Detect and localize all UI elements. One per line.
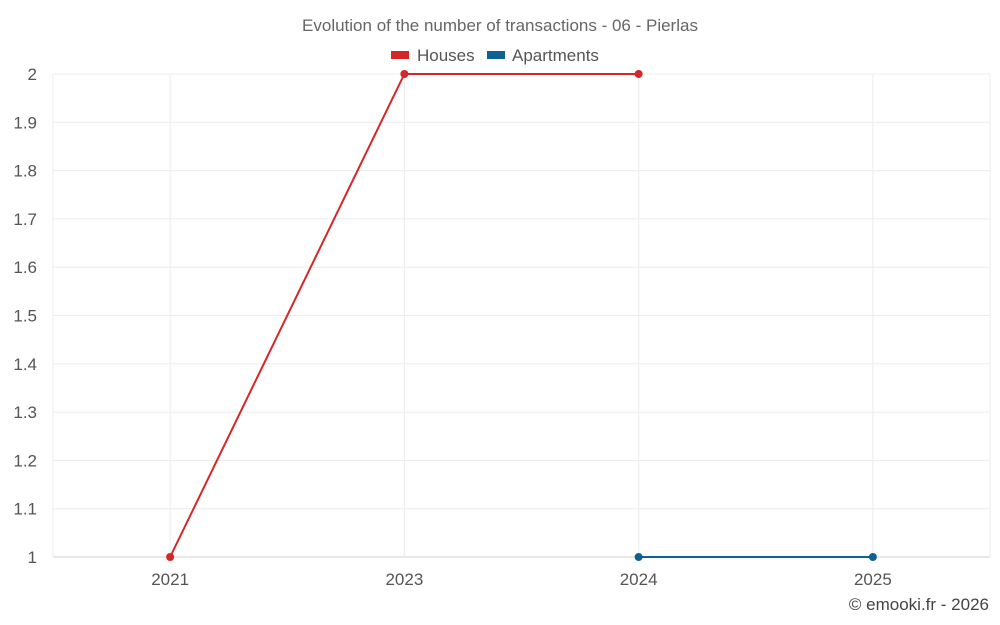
y-tick-label: 2 bbox=[28, 65, 37, 84]
y-tick-label: 1.6 bbox=[13, 258, 37, 277]
data-point-apartments bbox=[634, 553, 643, 561]
x-tick-label: 2024 bbox=[620, 570, 658, 589]
data-point-houses bbox=[166, 553, 175, 561]
legend-label-apartments: Apartments bbox=[512, 46, 599, 65]
series-layer bbox=[166, 70, 877, 561]
y-tick-label: 1.2 bbox=[13, 451, 37, 470]
data-point-houses bbox=[634, 70, 643, 78]
credit: © emooki.fr - 2026 bbox=[849, 595, 989, 614]
y-tick-label: 1.8 bbox=[13, 162, 37, 181]
chart-title: Evolution of the number of transactions … bbox=[302, 16, 698, 35]
y-tick-label: 1 bbox=[28, 548, 37, 567]
legend-swatch-houses bbox=[391, 51, 409, 59]
y-tick-label: 1.3 bbox=[13, 403, 37, 422]
x-tick-label: 2021 bbox=[151, 570, 189, 589]
y-tick-label: 1.7 bbox=[13, 210, 37, 229]
y-tick-label: 1.9 bbox=[13, 113, 37, 132]
data-point-houses bbox=[400, 70, 409, 78]
data-point-apartments bbox=[868, 553, 877, 561]
x-tick-label: 2023 bbox=[385, 570, 423, 589]
y-tick-label: 1.4 bbox=[13, 355, 37, 374]
y-tick-label: 1.5 bbox=[13, 307, 37, 326]
legend-label-houses: Houses bbox=[417, 46, 475, 65]
grid bbox=[52, 73, 991, 558]
axes: 1 1.1 1.2 1.3 1.4 1.5 1.6 1.7 1.8 1.9 2 2021 2023 202… bbox=[13, 65, 891, 589]
legend: Houses Apartments bbox=[391, 46, 599, 65]
legend-swatch-apartments bbox=[487, 51, 505, 59]
y-tick-label: 1.1 bbox=[13, 500, 37, 519]
x-tick-label: 2025 bbox=[854, 570, 892, 589]
